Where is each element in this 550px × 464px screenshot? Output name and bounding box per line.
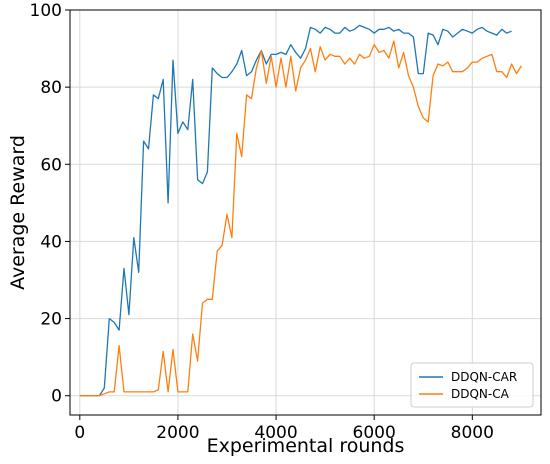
x-tick-label: 4000 (254, 423, 297, 443)
x-axis-title: Experimental rounds (207, 435, 405, 457)
y-tick-label: 60 (40, 155, 62, 175)
x-tick-label: 0 (74, 423, 85, 443)
y-tick-label: 40 (40, 232, 62, 252)
legend: DDQN-CAR DDQN-CA (410, 362, 534, 408)
legend-label-1: DDQN-CAR (451, 370, 517, 384)
legend-label-2: DDQN-CA (451, 387, 510, 401)
legend-box (410, 362, 534, 408)
series-lines (79, 24, 522, 397)
series-line-2 (79, 40, 522, 397)
y-tick-label: 0 (51, 387, 62, 407)
plot-frame (69, 9, 542, 416)
x-tick-label: 6000 (353, 423, 396, 443)
y-tick-label: 100 (30, 1, 62, 21)
axis-ticks: 0 2000 4000 6000 8000 0 20 40 60 80 100 (30, 1, 494, 443)
y-tick-label: 80 (40, 78, 62, 98)
y-axis-title: Average Reward (7, 135, 29, 290)
x-tick-label: 2000 (156, 423, 199, 443)
series-line-1 (79, 24, 512, 397)
x-tick-label: 8000 (451, 423, 494, 443)
y-tick-label: 20 (40, 310, 62, 330)
